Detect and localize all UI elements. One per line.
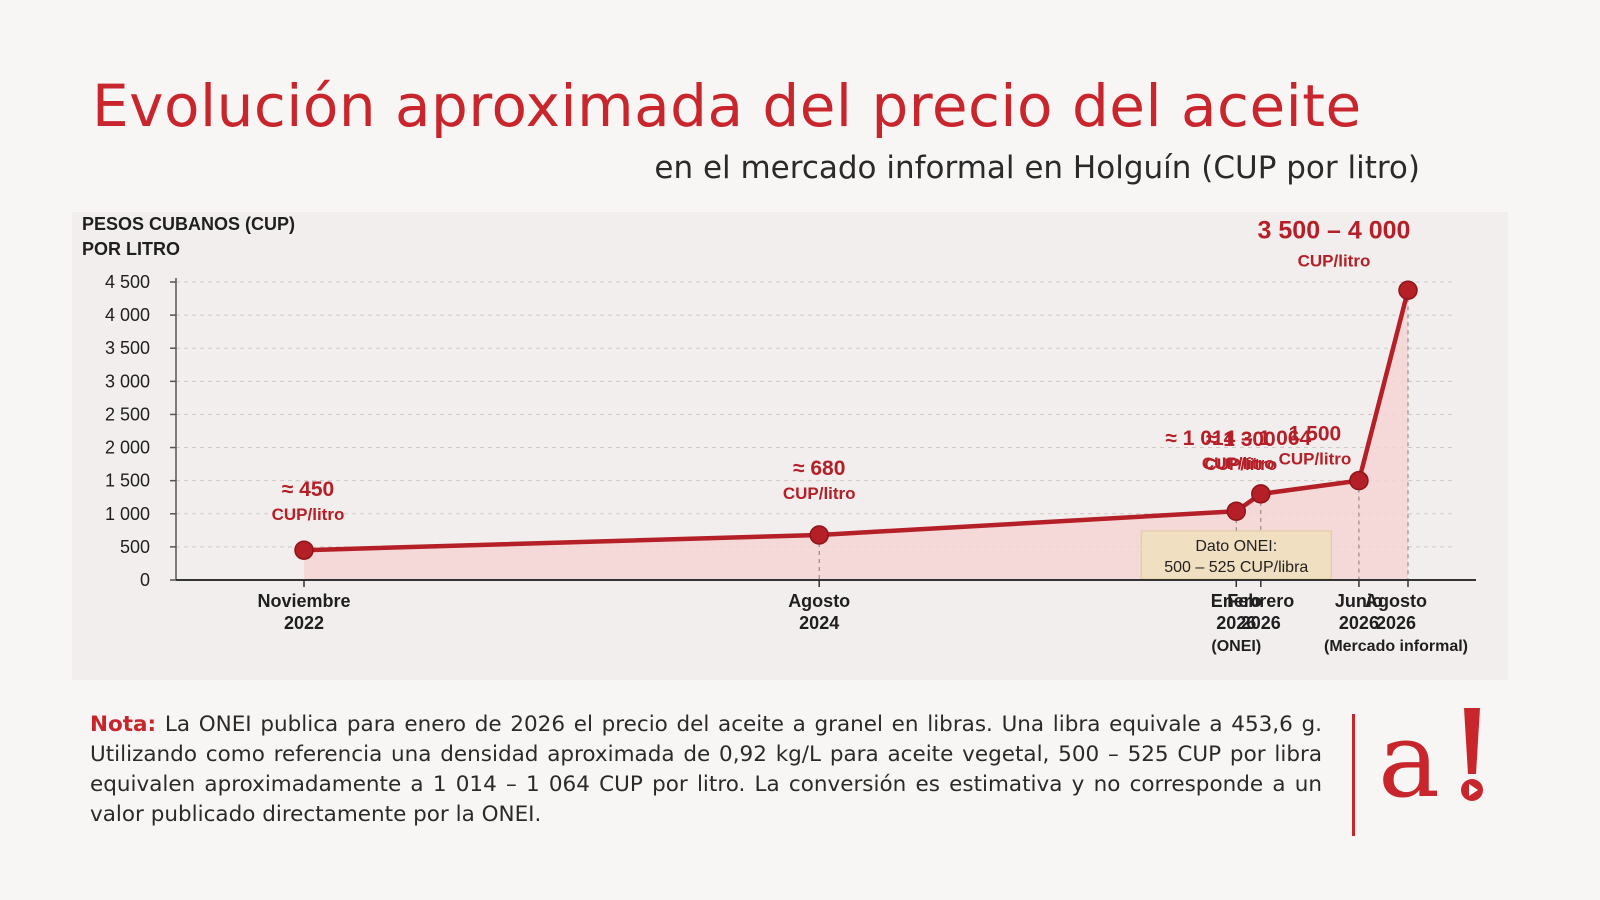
data-label-value: ≈ 680 [793, 457, 845, 480]
footnote-label: Nota: [90, 712, 157, 737]
x-tick-label: 2026 [1339, 613, 1379, 633]
data-label-unit: CUP/litro [1279, 450, 1352, 469]
x-tick-label: 2022 [284, 613, 324, 633]
y-tick-label: 1 500 [105, 471, 150, 491]
x-tick-label: Enero [1211, 591, 1262, 611]
x-tick-label: 2026 [1241, 613, 1281, 633]
x-tick-label: 2026 [1216, 613, 1256, 633]
y-tick-label: 2 000 [105, 438, 150, 458]
x-tick-label: (ONEI) [1211, 638, 1261, 655]
data-label-unit: CUP/litro [272, 505, 345, 524]
onei-callout-line2: 500 – 525 CUP/libra [1164, 559, 1308, 576]
data-label-unit: CUP/litro [783, 484, 856, 503]
data-point [1251, 484, 1271, 504]
y-tick-label: 4 000 [105, 305, 150, 325]
onei-callout-box [1140, 530, 1332, 580]
x-tick-label: Agosto [788, 591, 850, 611]
x-tick-label: Agosto [1365, 591, 1427, 611]
a-exclamation-logo-icon: a [1378, 700, 1483, 821]
x-tick-label: Junio [1335, 591, 1383, 611]
data-label-unit: CUP/litro [1202, 454, 1275, 473]
y-tick-label: 3 500 [105, 338, 150, 358]
price-line-chart: PESOS CUBANOS (CUP) POR LITRO 0 500 1 000 1 5… [82, 214, 1476, 655]
x-tick-label: Febrero [1227, 591, 1294, 611]
data-label-value: 3 500 – 4 000 [1258, 216, 1411, 244]
x-tick-label: 2026 [1376, 613, 1416, 633]
y-tick-label: 2 500 [105, 404, 150, 424]
data-label-value: ≈ 1 300 [1206, 428, 1276, 451]
data-point [294, 540, 314, 560]
data-label-value: 1 500 [1289, 423, 1342, 446]
y-axis-title: POR LITRO [82, 239, 180, 259]
data-label-value: ≈ 450 [282, 478, 334, 501]
price-series-line [303, 289, 1411, 553]
logo-divider [1352, 714, 1355, 836]
footnote-text: La ONEI publica para enero de 2026 el pr… [90, 712, 1322, 827]
y-tick-label: 500 [120, 537, 150, 557]
data-point [1349, 470, 1369, 491]
onei-callout-line1: Dato ONEI: [1195, 538, 1277, 555]
x-tick-label: (Mercado informal) [1324, 638, 1468, 655]
page-subtitle: en el mercado informal en Holguín (CUP p… [654, 150, 1420, 186]
x-tick-label: 2024 [799, 613, 839, 633]
y-tick-label: 4 500 [105, 272, 150, 292]
data-label-value: ≈ 1 014 – 1 064 [1165, 427, 1311, 450]
chart-panel: PESOS CUBANOS (CUP) POR LITRO 0 500 1 000 1 5… [72, 212, 1508, 680]
y-tick-label: 3 000 [105, 371, 150, 391]
data-label-unit: CUP/litro [1298, 251, 1371, 270]
y-tick-label: 0 [140, 570, 150, 590]
data-point [809, 525, 829, 545]
footnote: Nota: La ONEI publica para enero de 2026… [90, 710, 1322, 830]
svg-text:a: a [1378, 700, 1440, 821]
y-axis-title: PESOS CUBANOS (CUP) [82, 214, 295, 234]
x-tick-label: Noviembre [257, 591, 350, 611]
y-tick-label: 1 000 [105, 504, 150, 524]
data-point [1226, 501, 1247, 521]
data-point [1398, 280, 1418, 301]
page-title: Evolución aproximada del precio del acei… [92, 72, 1362, 140]
data-label-unit: CUP/litro [1204, 455, 1277, 474]
